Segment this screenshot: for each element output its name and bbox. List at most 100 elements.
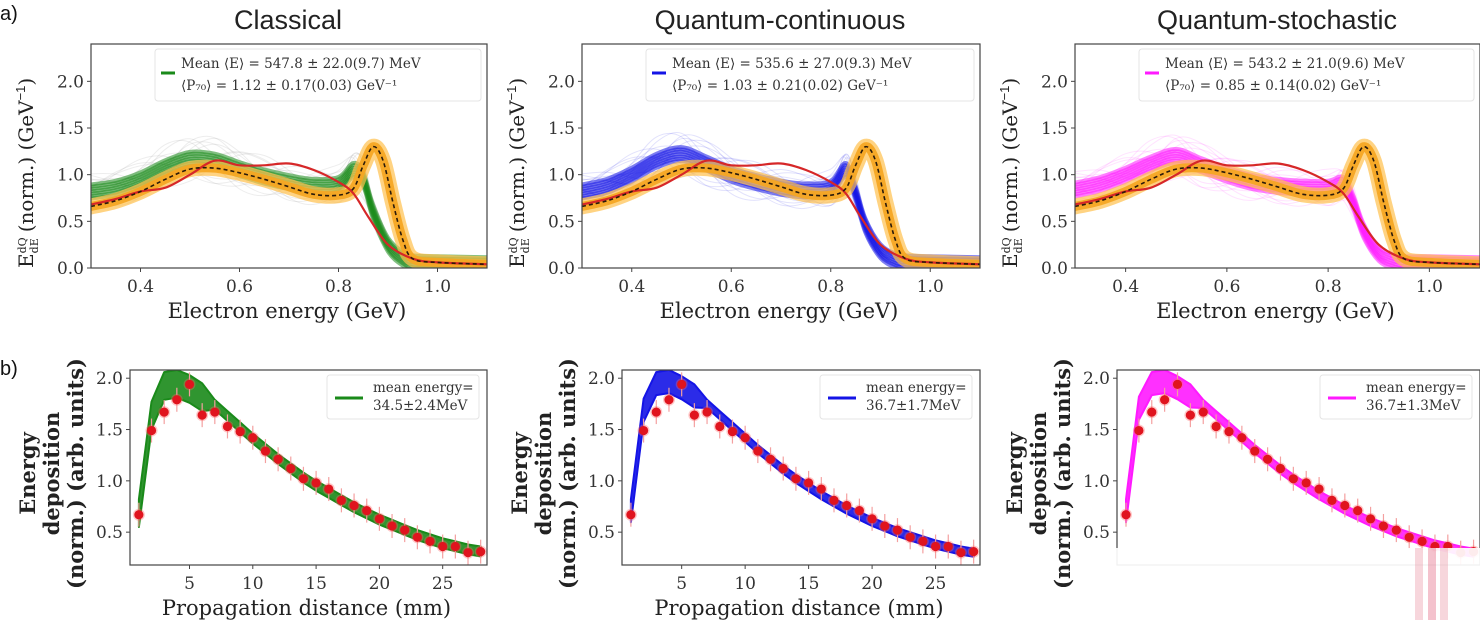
data-point — [311, 478, 321, 488]
panel-b-label: b) — [0, 358, 18, 380]
y-axis-label-line: (norm.) (arb. units) — [1050, 358, 1075, 589]
legend-box — [819, 374, 973, 420]
y-tick-label: 1.0 — [1083, 472, 1110, 492]
ensemble-trace — [91, 141, 487, 267]
y-label-prefix: E — [14, 253, 38, 268]
x-axis-label: Electron energy (GeV) — [1156, 299, 1395, 323]
data-point — [791, 474, 801, 484]
y-tick-label: 2.0 — [57, 72, 84, 92]
data-point — [804, 478, 814, 488]
x-tick-label: 5 — [676, 574, 687, 594]
x-tick-label: 5 — [184, 574, 195, 594]
y-label-close: ) — [14, 78, 38, 86]
data-point — [463, 548, 473, 558]
data-point — [1263, 454, 1273, 464]
data-point — [1121, 510, 1131, 520]
experiment-dashed-line — [582, 145, 980, 266]
y-axis-label-line: deposition — [1026, 412, 1051, 536]
simulation-band — [1075, 151, 1480, 264]
data-point — [626, 510, 636, 520]
x-axis-label: Electron energy (GeV) — [168, 299, 407, 323]
y-tick-label: 0.5 — [57, 212, 84, 232]
data-point — [197, 410, 207, 420]
simulation-band — [582, 149, 980, 264]
y-axis-label-line: Energy — [507, 431, 532, 514]
data-point — [134, 510, 144, 520]
data-point — [172, 395, 182, 405]
y-axis-label-line: Energy — [1002, 431, 1027, 514]
data-point — [425, 536, 435, 546]
axes-frame — [581, 43, 981, 269]
data-point — [702, 407, 712, 417]
data-point — [842, 500, 852, 511]
y-tick-label: 1.0 — [1041, 166, 1068, 186]
plot-area — [582, 132, 980, 268]
data-point — [412, 532, 422, 542]
legend-line-1: Mean ⟨E⟩ = 535.6 ± 27.0(9.3) MeV — [672, 56, 912, 72]
data-point — [1160, 395, 1170, 405]
x-tick-label: 1.0 — [917, 277, 944, 297]
data-point — [1365, 514, 1376, 524]
chart-b-quantum-stochastic: 0.5 1.0 1.5 2.0 Energy deposition (norm.) (arb… — [1002, 358, 1480, 589]
data-point — [930, 541, 941, 552]
data-point — [765, 454, 776, 464]
y-tick-label: 0.5 — [96, 523, 123, 543]
legend-line-1: mean energy= — [1366, 380, 1467, 396]
y-tick-label: 1.0 — [57, 166, 84, 186]
data-point — [235, 426, 245, 437]
simulation-band — [1075, 154, 1480, 267]
data-point — [362, 506, 372, 516]
data-point — [450, 541, 460, 552]
faded-overlay — [1112, 548, 1480, 626]
data-point — [689, 410, 699, 420]
data-point — [1250, 446, 1260, 456]
plot-area — [624, 370, 980, 565]
data-point — [1198, 407, 1208, 417]
y-tick-label: 0.5 — [1041, 212, 1068, 232]
data-point — [778, 463, 788, 474]
data-point — [1275, 463, 1286, 474]
legend: mean energy= 34.5±2.4MeV — [326, 374, 480, 420]
ensemble-trace — [1075, 134, 1480, 267]
y-label-frac-den: dE — [519, 238, 532, 253]
data-point — [298, 474, 309, 484]
data-point — [1185, 410, 1195, 420]
legend-line-2: ⟨P₇₀⟩ = 1.12 ± 0.17(0.03) GeV⁻¹ — [181, 78, 397, 94]
data-point — [1404, 532, 1414, 542]
x-tick-label: 25 — [432, 574, 454, 594]
x-tick-label: 15 — [798, 574, 820, 594]
data-point — [892, 525, 903, 535]
x-tick-label: 25 — [925, 574, 947, 594]
data-point — [867, 514, 877, 524]
y-label-frac-den: dE — [28, 238, 41, 253]
legend-line-2: 34.5±2.4MeV — [373, 398, 468, 414]
data-point — [1237, 433, 1247, 443]
legend: mean energy= 36.7±1.7MeV — [819, 374, 973, 420]
panel-a-label: a) — [0, 3, 18, 25]
data-point — [956, 548, 966, 558]
y-axis-label: EdQdE (norm.) (GeV−1) — [997, 78, 1025, 268]
data-point — [727, 426, 738, 437]
plot-area — [1075, 134, 1480, 268]
y-label-prefix: E — [505, 253, 529, 268]
x-tick-label: 0.4 — [127, 277, 154, 297]
y-label-close: ) — [505, 78, 529, 86]
x-tick-label: 0.6 — [1213, 277, 1240, 297]
y-axis-label-line: deposition — [39, 412, 64, 536]
data-point — [880, 521, 890, 531]
y-tick-label: 0.0 — [1041, 259, 1068, 279]
legend-box — [645, 48, 975, 102]
data-point — [273, 454, 283, 464]
data-point — [1378, 521, 1389, 531]
x-tick-label: 0.4 — [618, 277, 645, 297]
y-tick-label: 1.5 — [548, 119, 575, 139]
axes-frame — [621, 369, 981, 566]
data-point — [1314, 484, 1324, 494]
smear-artifact — [1440, 548, 1448, 620]
data-point — [1327, 495, 1337, 505]
x-tick-label: 0.8 — [325, 277, 352, 297]
x-tick-label: 0.4 — [1112, 277, 1139, 297]
y-tick-label: 1.5 — [57, 119, 84, 139]
y-label-frac-den: dE — [1012, 238, 1025, 253]
